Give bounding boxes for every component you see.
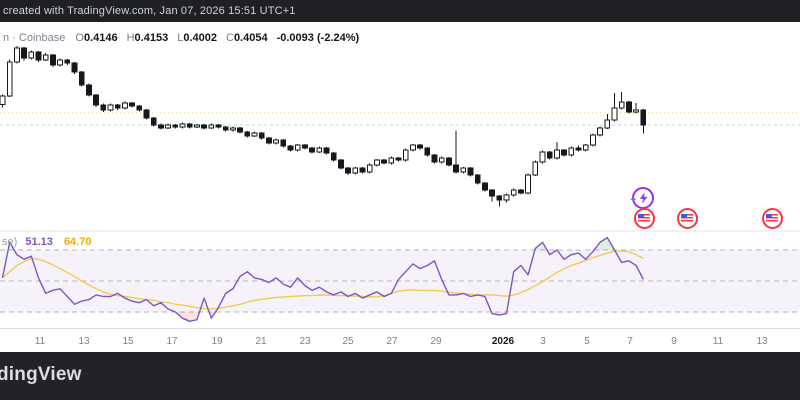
- economic-event-flag-icon[interactable]: [761, 207, 783, 229]
- rsi-overbought-fill: [534, 242, 547, 250]
- time-tick-27: 27: [386, 336, 398, 347]
- time-tick-19: 19: [211, 336, 223, 347]
- ohlc-high: H0.4153: [126, 32, 169, 44]
- time-tick-13: 13: [78, 336, 90, 347]
- time-axis[interactable]: 11 13 15 17 19 21 23 25 27 29 2026 3 5 7 9 11 13: [0, 328, 800, 353]
- rsi-value: 51.13: [25, 236, 53, 248]
- time-tick-17: 17: [166, 336, 178, 347]
- time-tick-23: 23: [299, 336, 311, 347]
- snapshot-credit-text: created with TradingView.com, Jan 07, 20…: [3, 5, 296, 17]
- time-tick-29: 29: [430, 336, 442, 347]
- time-tick-21: 21: [255, 336, 267, 347]
- rsi-oversold-fill: [175, 312, 200, 322]
- economic-event-flag-icon[interactable]: [633, 207, 655, 229]
- time-tick-2026: 2026: [491, 336, 515, 347]
- snapshot-credit-bar: created with TradingView.com, Jan 07, 20…: [0, 0, 800, 22]
- time-tick-13: 13: [756, 336, 768, 347]
- ohlc-low: L0.4002: [177, 32, 217, 44]
- ohlc-close: C0.4054: [225, 32, 268, 44]
- us-flag-icon: [766, 213, 778, 223]
- symbol-info-row: n · Coinbase O0.4146 H0.4153 L0.4002 C0.4054…: [3, 32, 359, 46]
- footer-bar: dingView: [0, 352, 800, 400]
- sparkle-icon: ✦: [629, 195, 638, 206]
- time-tick-7: 7: [627, 336, 633, 347]
- rsi-ma-value: 64.70: [63, 236, 92, 248]
- ohlc-open: O0.4146: [75, 32, 118, 44]
- time-tick-15: 15: [122, 336, 134, 347]
- us-flag-icon: [681, 213, 693, 223]
- rsi-oversold-fill: [491, 312, 507, 316]
- lightning-bolt-icon: [639, 192, 647, 204]
- tradingview-logo[interactable]: dingView: [0, 364, 82, 385]
- price-change: -0.0093 (-2.24%): [276, 32, 360, 44]
- time-tick-5: 5: [584, 336, 590, 347]
- rsi-line: [1, 236, 644, 322]
- economic-event-flag-icon[interactable]: [676, 207, 698, 229]
- time-tick-9: 9: [671, 336, 677, 347]
- time-tick-25: 25: [342, 336, 354, 347]
- time-tick-11: 11: [712, 336, 724, 347]
- chart-canvas[interactable]: [0, 22, 800, 328]
- rsi-ma-line: [2, 250, 644, 310]
- symbol-name[interactable]: n · Coinbase: [3, 32, 66, 44]
- rsi-indicator-label[interactable]: se) 51.13 64.70: [2, 236, 91, 248]
- rsi-label-prefix: se): [2, 236, 18, 248]
- time-tick-3: 3: [540, 336, 546, 347]
- time-tick-11: 11: [34, 336, 46, 347]
- us-flag-icon: [638, 213, 650, 223]
- candlestick-series: [0, 46, 647, 207]
- rsi-overbought-fill: [594, 237, 615, 250]
